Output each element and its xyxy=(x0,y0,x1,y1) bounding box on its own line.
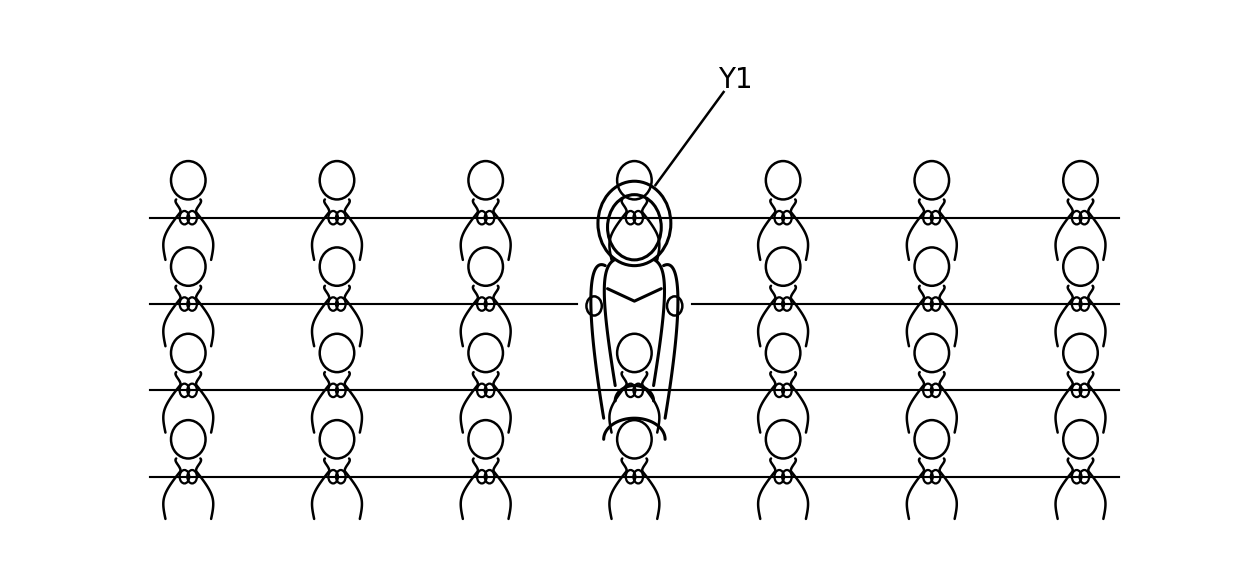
Text: Y1: Y1 xyxy=(718,66,753,93)
